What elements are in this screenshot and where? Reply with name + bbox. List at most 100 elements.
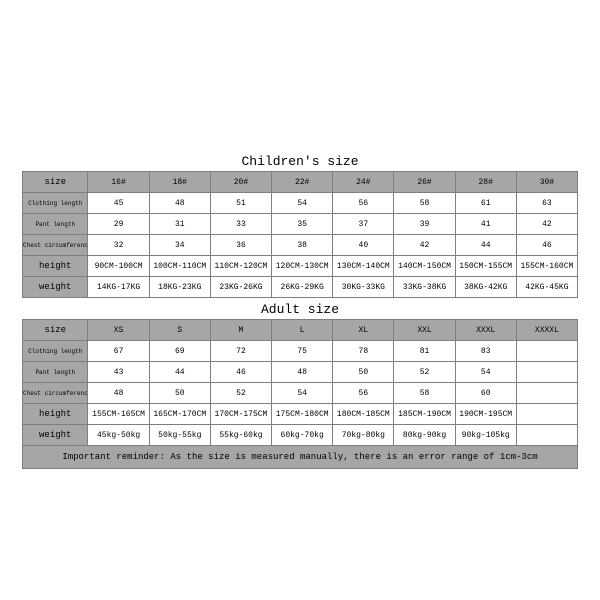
col-header: XXL <box>394 320 455 341</box>
col-header: XS <box>88 320 149 341</box>
cell: 42 <box>394 235 455 256</box>
cell: 44 <box>455 235 516 256</box>
table-row: Clothing length 45 48 51 54 56 58 61 63 <box>23 193 578 214</box>
cell: 44 <box>149 362 210 383</box>
cell: 52 <box>210 383 271 404</box>
cell: 70kg-80kg <box>333 425 394 446</box>
cell: 48 <box>88 383 149 404</box>
cell: 37 <box>333 214 394 235</box>
cell: 75 <box>272 341 333 362</box>
cell: 43 <box>88 362 149 383</box>
table-row: height 90CM-100CM 100CM-110CM 110CM-120C… <box>23 256 578 277</box>
cell: 36 <box>210 235 271 256</box>
cell: 52 <box>394 362 455 383</box>
cell: 29 <box>88 214 149 235</box>
cell: 72 <box>210 341 271 362</box>
cell: 35 <box>272 214 333 235</box>
col-header: 18# <box>149 172 210 193</box>
row-label: Pant length <box>23 362 88 383</box>
cell: 58 <box>394 383 455 404</box>
cell: 150CM-155CM <box>455 256 516 277</box>
cell: 155CM-160CM <box>516 256 577 277</box>
row-label: weight <box>23 425 88 446</box>
cell: 56 <box>333 193 394 214</box>
cell: 60kg-70kg <box>272 425 333 446</box>
cell: 50 <box>333 362 394 383</box>
cell: 33KG-38KG <box>394 277 455 298</box>
row-label: Pant length <box>23 214 88 235</box>
cell: 180CM-185CM <box>333 404 394 425</box>
cell: 60 <box>455 383 516 404</box>
adult-table: size XS S M L XL XXL XXXL XXXXL Clothing… <box>22 319 578 446</box>
cell: 175CM-180CM <box>272 404 333 425</box>
cell: 56 <box>333 383 394 404</box>
cell: 46 <box>516 235 577 256</box>
table-row: Clothing length 67 69 72 75 78 81 83 <box>23 341 578 362</box>
cell: 23KG-26KG <box>210 277 271 298</box>
col-header: 22# <box>272 172 333 193</box>
cell <box>516 383 577 404</box>
cell: 54 <box>455 362 516 383</box>
cell: 120CM-130CM <box>272 256 333 277</box>
table-row: Chest circumference 1/2 48 50 52 54 56 5… <box>23 383 578 404</box>
col-header: 16# <box>88 172 149 193</box>
cell: 130CM-140CM <box>333 256 394 277</box>
cell: 80kg-90kg <box>394 425 455 446</box>
cell: 67 <box>88 341 149 362</box>
children-title: Children's size <box>22 150 578 171</box>
cell: 81 <box>394 341 455 362</box>
cell: 90kg-105kg <box>455 425 516 446</box>
table-row: size 16# 18# 20# 22# 24# 26# 28# 30# <box>23 172 578 193</box>
cell: 90CM-100CM <box>88 256 149 277</box>
row-label: Clothing length <box>23 193 88 214</box>
cell: 42KG-45KG <box>516 277 577 298</box>
row-label: size <box>23 320 88 341</box>
cell: 78 <box>333 341 394 362</box>
cell: 155CM-165CM <box>88 404 149 425</box>
cell <box>516 425 577 446</box>
cell: 51 <box>210 193 271 214</box>
cell: 110CM-120CM <box>210 256 271 277</box>
cell: 170CM-175CM <box>210 404 271 425</box>
cell: 48 <box>149 193 210 214</box>
row-label: weight <box>23 277 88 298</box>
table-row: weight 45kg-50kg 50kg-55kg 55kg-60kg 60k… <box>23 425 578 446</box>
cell: 54 <box>272 193 333 214</box>
row-label: size <box>23 172 88 193</box>
col-header: L <box>272 320 333 341</box>
cell: 63 <box>516 193 577 214</box>
table-row: size XS S M L XL XXL XXXL XXXXL <box>23 320 578 341</box>
cell <box>516 404 577 425</box>
cell: 30KG-33KG <box>333 277 394 298</box>
reminder-note: Important reminder: As the size is measu… <box>22 446 578 469</box>
row-label: height <box>23 404 88 425</box>
cell: 83 <box>455 341 516 362</box>
row-label: Clothing length <box>23 341 88 362</box>
cell: 40 <box>333 235 394 256</box>
adult-title: Adult size <box>22 298 578 319</box>
cell: 33 <box>210 214 271 235</box>
cell: 54 <box>272 383 333 404</box>
col-header: 20# <box>210 172 271 193</box>
cell: 190CM-195CM <box>455 404 516 425</box>
col-header: S <box>149 320 210 341</box>
cell: 26KG-29KG <box>272 277 333 298</box>
cell: 31 <box>149 214 210 235</box>
cell <box>516 341 577 362</box>
table-row: Pant length 43 44 46 48 50 52 54 <box>23 362 578 383</box>
row-label: height <box>23 256 88 277</box>
col-header: XXXL <box>455 320 516 341</box>
cell: 46 <box>210 362 271 383</box>
cell: 14KG-17KG <box>88 277 149 298</box>
cell: 45 <box>88 193 149 214</box>
cell: 38 <box>272 235 333 256</box>
cell: 50 <box>149 383 210 404</box>
cell: 42 <box>516 214 577 235</box>
table-row: Chest circumference 1/2 32 34 36 38 40 4… <box>23 235 578 256</box>
cell: 140CM-150CM <box>394 256 455 277</box>
cell: 69 <box>149 341 210 362</box>
cell: 165CM-170CM <box>149 404 210 425</box>
cell: 61 <box>455 193 516 214</box>
row-label: Chest circumference 1/2 <box>23 383 88 404</box>
cell: 48 <box>272 362 333 383</box>
